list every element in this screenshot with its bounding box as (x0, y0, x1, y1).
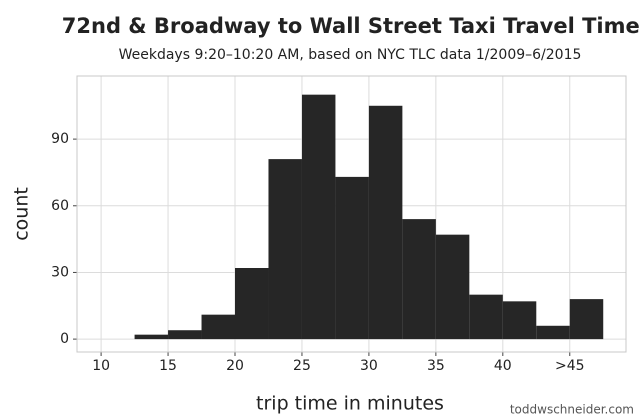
x-tick-label: 15 (159, 358, 177, 374)
x-tick-label: 25 (293, 358, 311, 374)
credit: toddwschneider.com (510, 403, 634, 417)
y-tick-label: 60 (51, 198, 69, 214)
x-axis-label: trip time in minutes (256, 393, 444, 415)
x-tick-label: 30 (360, 358, 378, 374)
bar (201, 314, 236, 340)
bar (368, 105, 403, 340)
x-tick-label: 40 (494, 358, 512, 374)
y-tick-label: 30 (51, 264, 69, 280)
bar (134, 334, 169, 340)
y-tick-label: 90 (51, 131, 69, 147)
y-axis-label: count (11, 187, 33, 241)
bar (435, 234, 470, 340)
bar (502, 301, 537, 340)
chart-title: 72nd & Broadway to Wall Street Taxi Trav… (62, 14, 640, 38)
x-tick-label: 35 (427, 358, 445, 374)
plot-border (76, 75, 627, 353)
bar (335, 176, 369, 340)
bar (168, 330, 202, 340)
chart-subtitle: Weekdays 9:20–10:20 AM, based on NYC TLC… (119, 47, 582, 63)
bar (301, 94, 336, 340)
bar (536, 325, 570, 340)
bar (569, 299, 604, 340)
x-tick-label: >45 (555, 358, 585, 374)
x-tick-label: 20 (226, 358, 244, 374)
bar (235, 268, 269, 340)
bar (268, 159, 302, 340)
x-tick-label: 10 (92, 358, 110, 374)
bar (469, 294, 503, 340)
y-tick-label: 0 (60, 331, 69, 347)
bar (402, 219, 436, 340)
